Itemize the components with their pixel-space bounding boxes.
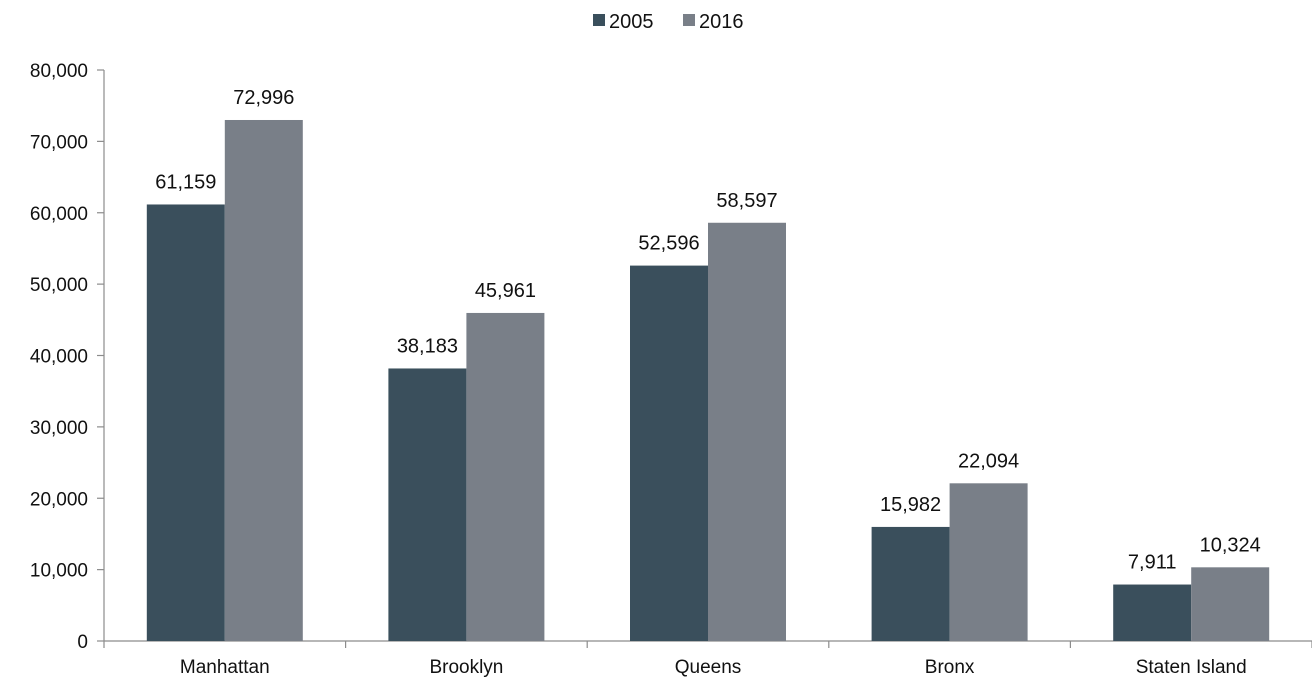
data-label-2005-brooklyn: 38,183 bbox=[397, 335, 458, 357]
y-tick-label: 50,000 bbox=[30, 275, 88, 296]
bar-2016-queens bbox=[708, 222, 786, 641]
legend-swatch-2016 bbox=[683, 14, 695, 26]
bar-2005-queens bbox=[630, 265, 708, 641]
bar-2005-bronx bbox=[871, 526, 950, 641]
y-tick-label: 80,000 bbox=[30, 61, 88, 82]
legend-label-2005: 2005 bbox=[609, 11, 654, 33]
data-label-2005-queens: 52,596 bbox=[638, 233, 699, 255]
bar-2016-brooklyn bbox=[466, 312, 545, 641]
data-label-2016-staten-island: 10,324 bbox=[1200, 534, 1261, 556]
data-labels: 61,159 72,996 38,183 45,961 52,596 58,597 15,9… bbox=[155, 87, 1261, 574]
bars bbox=[146, 119, 1270, 642]
y-tick-label: 30,000 bbox=[30, 418, 88, 439]
data-label-2005-bronx: 15,982 bbox=[880, 494, 941, 516]
y-tick-label: 60,000 bbox=[30, 204, 88, 225]
x-tick-label-brooklyn: Brooklyn bbox=[429, 657, 503, 678]
y-tick-label: 0 bbox=[77, 632, 88, 653]
x-tick-label-staten-island: Staten Island bbox=[1136, 657, 1247, 678]
data-label-2016-manhattan: 72,996 bbox=[233, 87, 294, 109]
legend: 2005 2016 bbox=[593, 11, 744, 33]
y-tick-label: 70,000 bbox=[30, 132, 88, 153]
bar-2005-brooklyn bbox=[388, 368, 467, 641]
bar-2016-bronx bbox=[949, 483, 1028, 641]
data-label-2016-brooklyn: 45,961 bbox=[475, 280, 536, 302]
data-label-2005-manhattan: 61,159 bbox=[155, 171, 216, 193]
x-tick-label-bronx: Bronx bbox=[925, 657, 975, 678]
y-tick-label: 40,000 bbox=[30, 347, 88, 368]
legend-swatch-2005 bbox=[593, 14, 605, 26]
x-tick-label-queens: Queens bbox=[675, 657, 742, 678]
bar-2016-manhattan bbox=[224, 119, 303, 642]
bar-2005-manhattan bbox=[146, 204, 225, 641]
bar-2005-staten-island bbox=[1113, 584, 1192, 641]
x-tick-label-manhattan: Manhattan bbox=[180, 657, 270, 678]
axes: 0 10,000 20,000 30,000 40,000 50,000 60,000 70,… bbox=[30, 61, 1312, 678]
legend-label-2016: 2016 bbox=[699, 11, 744, 33]
y-tick-label: 10,000 bbox=[30, 561, 88, 582]
data-label-2016-queens: 58,597 bbox=[716, 190, 777, 212]
bar-2016-staten-island bbox=[1191, 567, 1270, 641]
data-label-2016-bronx: 22,094 bbox=[958, 450, 1019, 472]
y-tick-label: 20,000 bbox=[30, 489, 88, 510]
data-label-2005-staten-island: 7,911 bbox=[1128, 552, 1177, 574]
